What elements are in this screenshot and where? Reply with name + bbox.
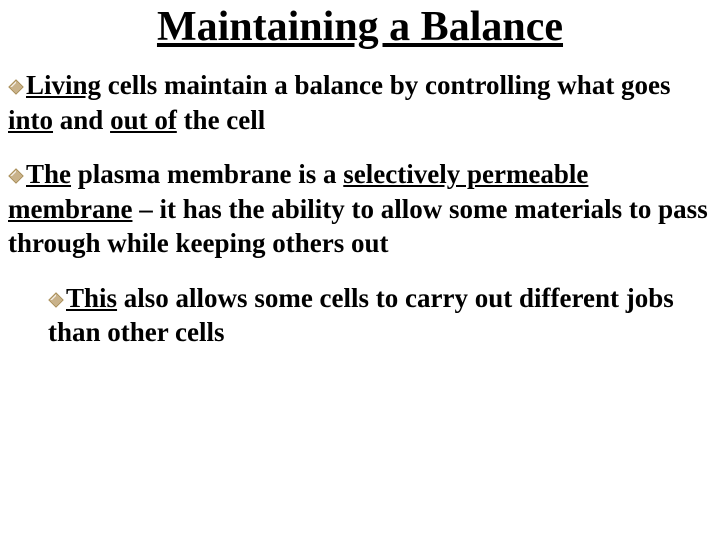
bullet-item: This also allows some cells to carry out…	[48, 281, 702, 350]
slide: Maintaining a Balance Living cells maint…	[0, 0, 720, 540]
bullet-text-segment: the cell	[177, 105, 265, 135]
bullet-text-segment: into	[8, 105, 53, 135]
bullet-text-segment: cells maintain a balance by controlling …	[101, 70, 671, 100]
diamond-bullet-icon	[8, 158, 24, 193]
slide-title: Maintaining a Balance	[8, 4, 712, 50]
bullet-list: Living cells maintain a balance by contr…	[8, 68, 712, 350]
bullet-text-segment: Living	[26, 70, 101, 100]
diamond-bullet-icon	[8, 69, 24, 104]
bullet-text-segment: also allows some cells to carry out diff…	[48, 283, 674, 348]
bullet-text-segment: plasma membrane is a	[71, 159, 343, 189]
diamond-bullet-icon	[48, 282, 64, 317]
bullet-item: The plasma membrane is a selectively per…	[8, 157, 712, 261]
bullet-text-segment: This	[66, 283, 117, 313]
bullet-text-segment: and	[53, 105, 110, 135]
bullet-text-segment: The	[26, 159, 71, 189]
bullet-item: Living cells maintain a balance by contr…	[8, 68, 712, 137]
bullet-text-segment: out of	[110, 105, 177, 135]
